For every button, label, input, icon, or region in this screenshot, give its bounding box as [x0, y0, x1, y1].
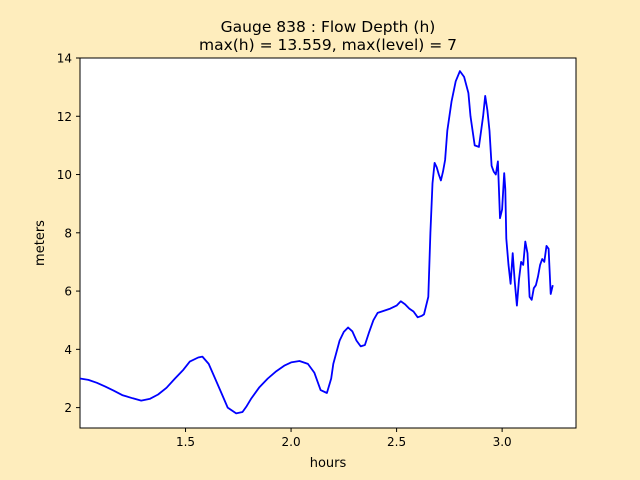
x-tick-label: 2.0: [282, 435, 301, 449]
x-tick-label: 3.0: [493, 435, 512, 449]
y-tick-label: 12: [57, 110, 72, 124]
x-axis: 1.5 2.0 2.5 3.0: [176, 428, 512, 449]
chart-title-line1: Gauge 838 : Flow Depth (h): [221, 18, 436, 36]
y-tick-label: 2: [64, 401, 72, 415]
y-axis-label: meters: [33, 220, 48, 266]
chart-title-line2: max(h) = 13.559, max(level) = 7: [199, 36, 457, 54]
y-tick-label: 4: [64, 343, 72, 357]
x-tick-label: 2.5: [387, 435, 406, 449]
y-axis: 2 4 6 8 10 12 14: [57, 52, 80, 415]
x-tick-label: 1.5: [176, 435, 195, 449]
y-tick-label: 10: [57, 168, 72, 182]
flow-depth-line: [79, 70, 554, 415]
y-tick-label: 6: [64, 285, 72, 299]
y-tick-label: 8: [64, 226, 72, 240]
plot-area: [79, 57, 577, 429]
x-axis-label: hours: [310, 456, 347, 471]
y-tick-label: 14: [57, 52, 72, 66]
